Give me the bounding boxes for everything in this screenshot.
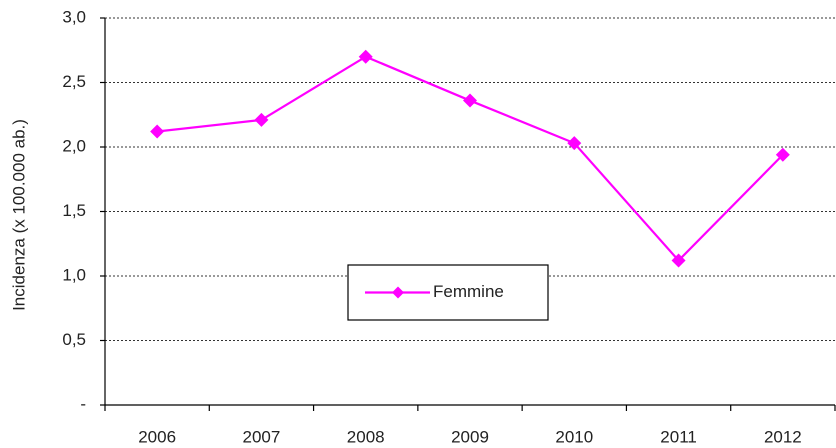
y-tick-label: 1,0 xyxy=(62,265,86,284)
marker xyxy=(775,147,790,162)
x-tick-label: 2011 xyxy=(660,427,697,446)
marker xyxy=(671,253,686,268)
marker xyxy=(150,124,165,139)
legend-label: Femmine xyxy=(433,282,504,301)
y-tick-label: - xyxy=(80,394,86,413)
x-tick-label: 2009 xyxy=(451,427,489,446)
x-tick-label: 2008 xyxy=(347,427,385,446)
x-tick-label: 2010 xyxy=(555,427,593,446)
y-axis-label: Incidenza (x 100.000 ab.) xyxy=(9,119,28,311)
y-tick-label: 2,0 xyxy=(62,136,86,155)
marker xyxy=(567,136,582,151)
x-tick-label: 2007 xyxy=(243,427,281,446)
x-tick-label: 2006 xyxy=(138,427,176,446)
x-tick-label: 2012 xyxy=(764,427,802,446)
y-tick-label: 3,0 xyxy=(62,7,86,26)
y-tick-label: 1,5 xyxy=(62,201,86,220)
marker xyxy=(254,112,269,127)
marker xyxy=(463,93,477,108)
legend-box xyxy=(347,264,549,321)
y-tick-label: 0,5 xyxy=(62,330,86,349)
y-tick-label: 2,5 xyxy=(62,72,86,91)
line xyxy=(157,55,784,263)
marker xyxy=(358,49,373,64)
legend-marker xyxy=(392,286,404,299)
